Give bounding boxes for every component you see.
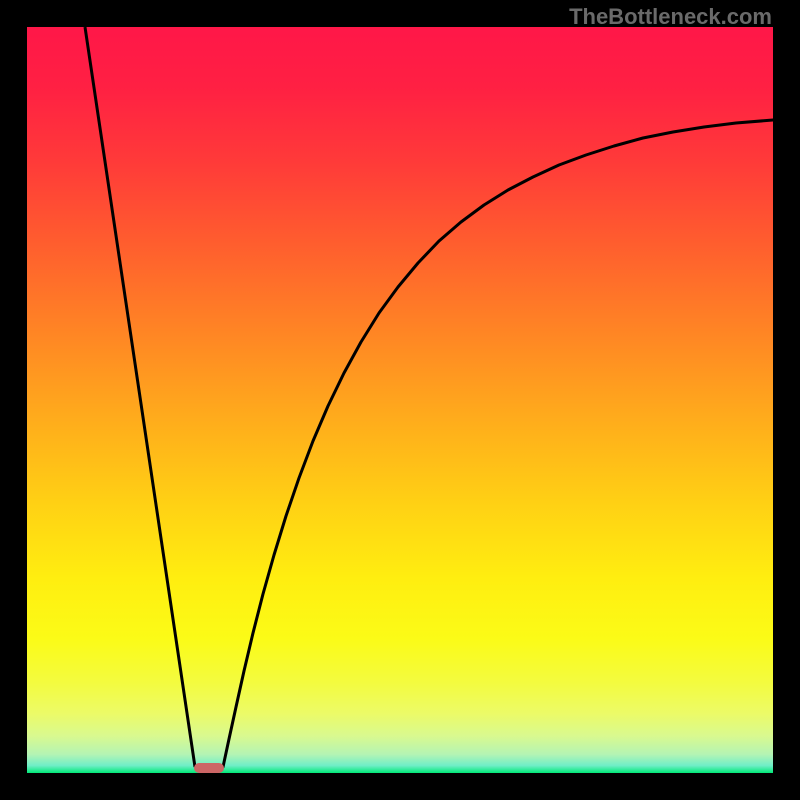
plot-area bbox=[27, 27, 773, 773]
minimum-marker bbox=[194, 763, 224, 773]
chart-container: TheBottleneck.com bbox=[0, 0, 800, 800]
curve-layer bbox=[27, 27, 773, 773]
curve-right-branch bbox=[223, 120, 773, 767]
curve-left-branch bbox=[85, 27, 195, 767]
watermark-text: TheBottleneck.com bbox=[569, 4, 772, 30]
